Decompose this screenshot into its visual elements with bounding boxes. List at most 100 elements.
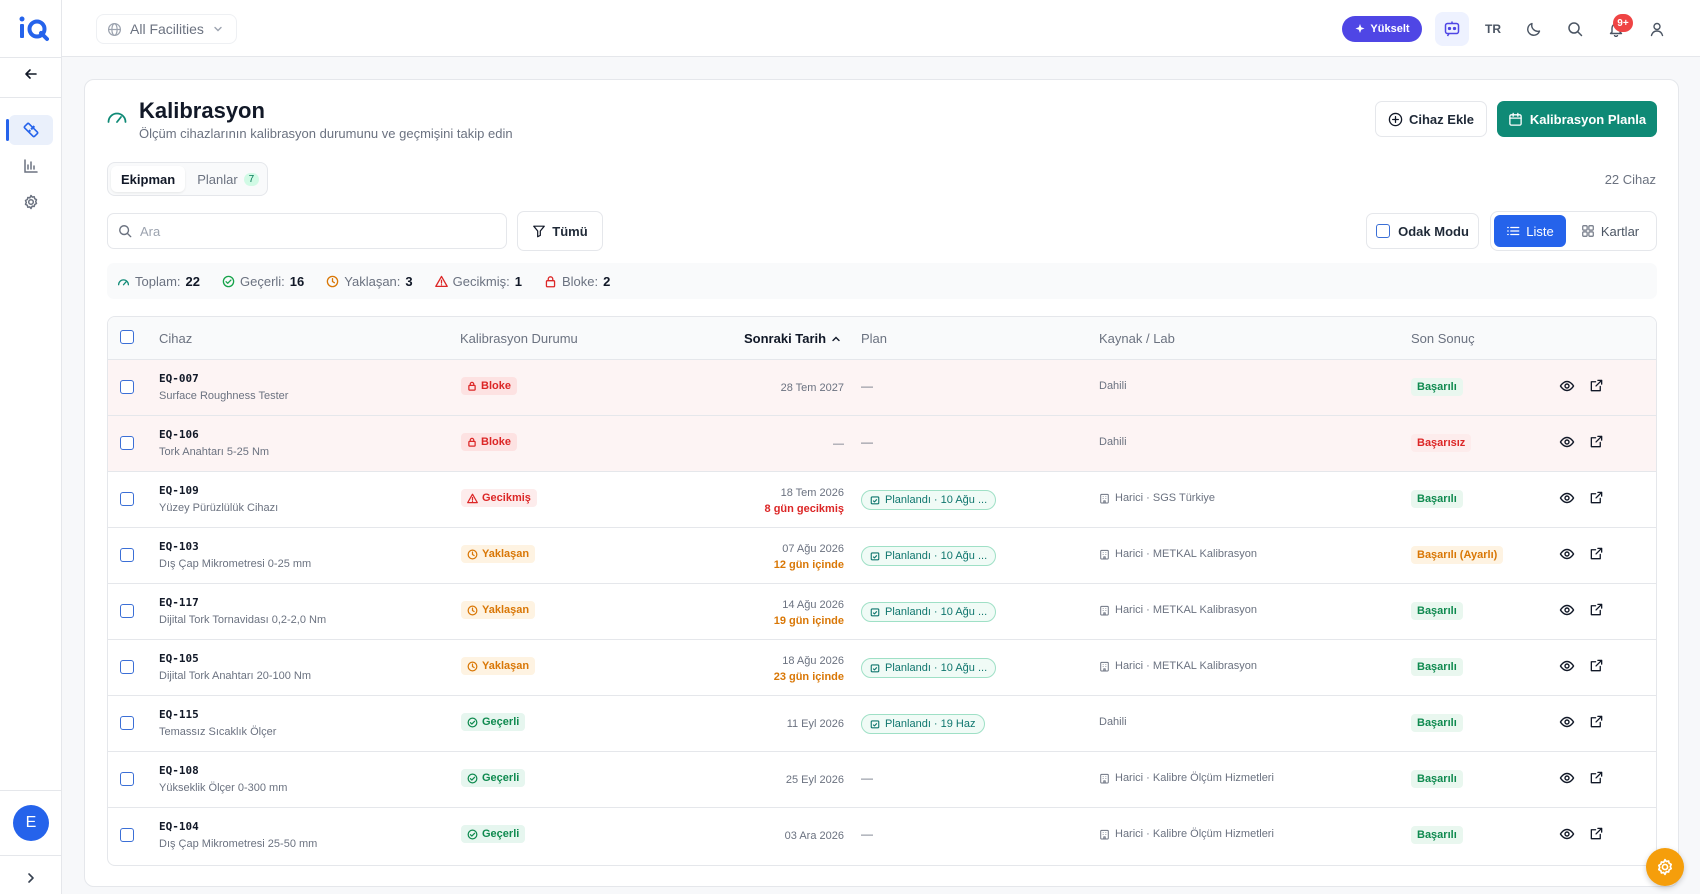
plan-badge[interactable]: Planlandı · 10 Ağu ...: [861, 658, 997, 678]
sidebar-item-settings[interactable]: [9, 187, 53, 217]
stat-value: 3: [405, 273, 413, 289]
table-row[interactable]: EQ-106 Tork Anahtarı 5-25 Nm Bloke — — Dahili…: [108, 416, 1656, 472]
row-checkbox[interactable]: [120, 660, 134, 674]
result-badge: Başarılı: [1411, 658, 1463, 676]
plan-badge[interactable]: Planlandı · 10 Ağu ...: [861, 602, 997, 622]
next-date-value: 18 Tem 2026: [780, 487, 844, 499]
table-row[interactable]: EQ-115 Temassız Sıcaklık Ölçer Geçerli 11 E…: [108, 696, 1656, 752]
result-badge: Başarılı: [1411, 770, 1463, 788]
select-all-checkbox[interactable]: [120, 330, 134, 344]
theme-toggle[interactable]: [1517, 12, 1551, 46]
view-button[interactable]: [1559, 658, 1575, 674]
upgrade-label: Yükselt: [1370, 23, 1410, 35]
open-button[interactable]: [1589, 714, 1604, 729]
view-button[interactable]: [1559, 602, 1575, 618]
expand-sidebar-button[interactable]: [9, 863, 53, 893]
notifications-button[interactable]: 9+: [1599, 12, 1633, 46]
row-checkbox[interactable]: [120, 716, 134, 730]
view-button[interactable]: [1559, 714, 1575, 730]
column-header-next-date[interactable]: Sonraki Tarih: [744, 331, 841, 346]
sidebar-item-reports[interactable]: [9, 151, 53, 181]
language-switch[interactable]: TR: [1476, 12, 1510, 46]
device-id[interactable]: EQ-104: [159, 820, 199, 833]
plan-calibration-button[interactable]: Kalibrasyon Planla: [1497, 101, 1657, 137]
column-header-device[interactable]: Cihaz: [159, 331, 193, 346]
profile-button[interactable]: [1640, 12, 1674, 46]
table-row[interactable]: EQ-109 Yüzey Pürüzlülük Cihazı Gecikmiş 18 …: [108, 472, 1656, 528]
row-checkbox[interactable]: [120, 380, 134, 394]
table-row[interactable]: EQ-104 Dış Çap Mikrometresi 25-50 mm Geçer…: [108, 808, 1656, 864]
device-id[interactable]: EQ-007: [159, 372, 199, 385]
table-row[interactable]: EQ-108 Yükseklik Ölçer 0-300 mm Geçerli 25 …: [108, 752, 1656, 808]
app-logo[interactable]: [19, 14, 49, 42]
external-link-icon: [1590, 715, 1603, 728]
table-row[interactable]: EQ-103 Dış Çap Mikrometresi 0-25 mm Yaklaş…: [108, 528, 1656, 584]
view-list-button[interactable]: Liste: [1494, 215, 1566, 247]
next-date-note: 23 gün içinde: [773, 671, 844, 683]
next-date-note: 12 gün içinde: [773, 559, 844, 571]
view-button[interactable]: [1559, 490, 1575, 506]
view-button[interactable]: [1559, 378, 1575, 394]
device-id[interactable]: EQ-106: [159, 428, 199, 441]
open-button[interactable]: [1589, 770, 1604, 785]
table-row[interactable]: EQ-117 Dijital Tork Tornavidası 0,2-2,0 N…: [108, 584, 1656, 640]
plan-badge[interactable]: Planlandı · 10 Ağu ...: [861, 490, 997, 510]
focus-mode-checkbox[interactable]: [1376, 224, 1391, 238]
search-input[interactable]: [140, 223, 480, 239]
stat-upcoming: Yaklaşan: 3: [326, 273, 413, 289]
column-header-plan[interactable]: Plan: [861, 331, 888, 346]
settings-fab[interactable]: [1646, 848, 1684, 886]
open-button[interactable]: [1589, 546, 1604, 561]
device-id[interactable]: EQ-103: [159, 540, 199, 553]
tab-plans[interactable]: Planlar 7: [187, 166, 269, 192]
status-badge: Bloke: [461, 377, 517, 395]
open-button[interactable]: [1589, 826, 1604, 841]
view-button[interactable]: [1559, 826, 1575, 842]
back-button[interactable]: [9, 59, 53, 89]
column-header-source[interactable]: Kaynak / Lab: [1099, 331, 1175, 346]
sidebar-item-calibration[interactable]: [9, 115, 53, 145]
open-button[interactable]: [1589, 602, 1604, 617]
avatar[interactable]: E: [13, 805, 49, 841]
plan-badge[interactable]: Planlandı · 19 Haz: [861, 714, 985, 734]
view-cards-button[interactable]: Kartlar: [1570, 215, 1650, 247]
next-date-value: 25 Eyl 2026: [785, 774, 844, 786]
tab-equipment[interactable]: Ekipman: [111, 166, 186, 192]
focus-mode-toggle[interactable]: Odak Modu: [1366, 213, 1479, 249]
next-date: 11 Eyl 2026: [787, 716, 844, 732]
row-checkbox[interactable]: [120, 772, 134, 786]
row-checkbox[interactable]: [120, 828, 134, 842]
stats-bar: Toplam: 22 Geçerli: 16 Yaklaşan: 3 Gecik…: [107, 263, 1657, 299]
device-id[interactable]: EQ-115: [159, 708, 199, 721]
row-checkbox[interactable]: [120, 492, 134, 506]
filter-button[interactable]: Tümü: [517, 211, 603, 251]
column-header-status[interactable]: Kalibrasyon Durumu: [460, 331, 578, 346]
view-button[interactable]: [1559, 770, 1575, 786]
facility-selector[interactable]: All Facilities: [96, 14, 237, 44]
device-id[interactable]: EQ-105: [159, 652, 199, 665]
assistant-button[interactable]: [1435, 12, 1469, 46]
source-label: Harici · METKAL Kalibrasyon: [1115, 604, 1258, 616]
device-id[interactable]: EQ-108: [159, 764, 199, 777]
open-button[interactable]: [1589, 490, 1604, 505]
device-id[interactable]: EQ-117: [159, 596, 199, 609]
column-header-result[interactable]: Son Sonuç: [1411, 331, 1475, 346]
table-row[interactable]: EQ-105 Dijital Tork Anahtarı 20-100 Nm Yak…: [108, 640, 1656, 696]
stat-label: Gecikmiş:: [452, 273, 510, 289]
row-checkbox[interactable]: [120, 604, 134, 618]
eye-icon: [1559, 604, 1575, 616]
upgrade-button[interactable]: Yükselt: [1342, 16, 1422, 42]
view-button[interactable]: [1559, 546, 1575, 562]
source-label: Harici · METKAL Kalibrasyon: [1115, 660, 1258, 672]
table-row[interactable]: EQ-007 Surface Roughness Tester Bloke 28 Te…: [108, 360, 1656, 416]
open-button[interactable]: [1589, 378, 1604, 393]
open-button[interactable]: [1589, 434, 1604, 449]
row-checkbox[interactable]: [120, 436, 134, 450]
open-button[interactable]: [1589, 658, 1604, 673]
add-device-button[interactable]: Cihaz Ekle: [1375, 101, 1487, 137]
search-button[interactable]: [1558, 12, 1592, 46]
row-checkbox[interactable]: [120, 548, 134, 562]
device-id[interactable]: EQ-109: [159, 484, 199, 497]
plan-badge[interactable]: Planlandı · 10 Ağu ...: [861, 546, 997, 566]
view-button[interactable]: [1559, 434, 1575, 450]
